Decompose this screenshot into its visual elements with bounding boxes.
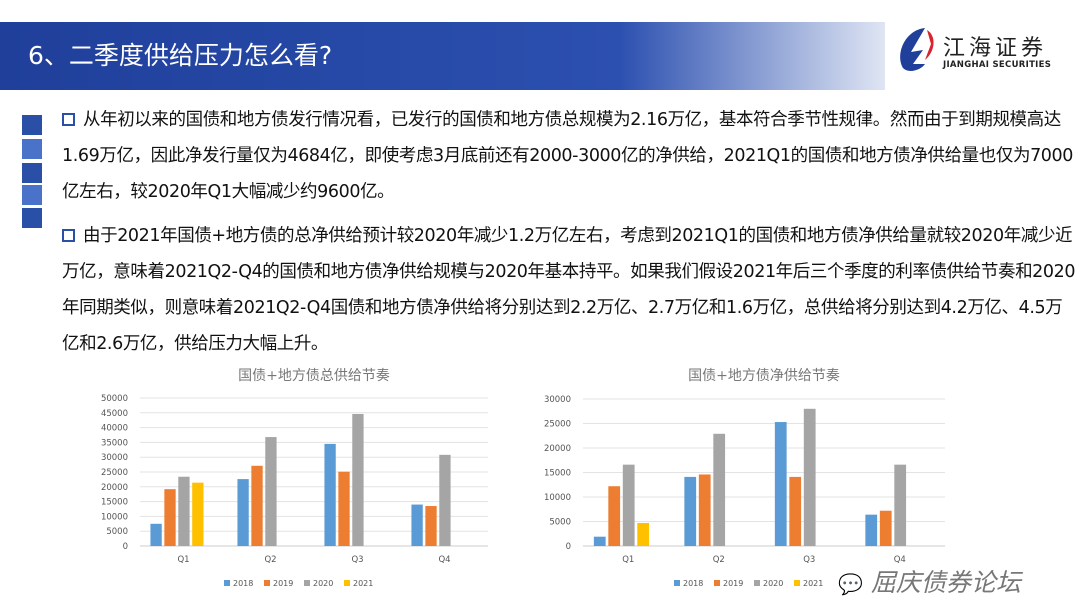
bullet-icon bbox=[62, 229, 75, 242]
bar-2021-Q1 bbox=[192, 482, 204, 546]
bar-2019-Q3 bbox=[338, 471, 350, 546]
logo-en: JIANGHAI SECURITIES bbox=[943, 60, 1052, 70]
bar-2020-Q4 bbox=[894, 464, 907, 546]
bullet-icon bbox=[62, 113, 75, 126]
y-tick-label: 50000 bbox=[101, 394, 128, 404]
x-tick-label: Q3 bbox=[351, 555, 363, 565]
watermark: 💬 屈庆债券论坛 bbox=[838, 568, 1021, 599]
legend-swatch-2019 bbox=[714, 580, 720, 586]
bar-2018-Q3 bbox=[324, 443, 336, 546]
bar-2019-Q3 bbox=[789, 476, 802, 546]
paragraph-1: 从年初以来的国债和地方债发行情况看，已发行的国债和地方债总规模为2.16万亿，基… bbox=[62, 102, 1077, 210]
x-tick-label: Q4 bbox=[438, 555, 450, 565]
y-tick-label: 20000 bbox=[544, 444, 571, 454]
y-tick-label: 0 bbox=[123, 542, 128, 552]
bar-2020-Q2 bbox=[713, 433, 726, 546]
jianghai-logo-icon bbox=[900, 28, 934, 71]
y-tick-label: 20000 bbox=[101, 483, 128, 493]
chart-title: 国债+地方债净供给节奏 bbox=[688, 368, 840, 384]
decor-square bbox=[22, 115, 42, 135]
bar-2019-Q2 bbox=[251, 465, 263, 546]
bar-2019-Q2 bbox=[698, 474, 711, 546]
x-tick-label: Q3 bbox=[803, 555, 815, 565]
legend-label-2019: 2019 bbox=[723, 579, 743, 588]
y-tick-label: 5000 bbox=[549, 518, 571, 528]
body-text: 从年初以来的国债和地方债发行情况看，已发行的国债和地方债总规模为2.16万亿，基… bbox=[62, 102, 1077, 370]
x-tick-label: Q2 bbox=[713, 555, 725, 565]
watermark-text: 屈庆债券论坛 bbox=[870, 568, 1021, 597]
wechat-icon: 💬 bbox=[838, 572, 863, 596]
page-title: 6、二季度供给压力怎么看? bbox=[28, 41, 333, 70]
chart-title: 国债+地方债总供给节奏 bbox=[238, 368, 390, 384]
y-tick-label: 30000 bbox=[101, 453, 128, 463]
y-tick-label: 15000 bbox=[544, 469, 571, 479]
decor-square bbox=[22, 139, 42, 159]
legend-label-2021: 2021 bbox=[803, 579, 823, 588]
legend-label-2021: 2021 bbox=[353, 579, 373, 588]
bar-2018-Q1 bbox=[150, 523, 162, 546]
y-tick-label: 45000 bbox=[101, 409, 128, 419]
paragraph-text: 从年初以来的国债和地方债发行情况看，已发行的国债和地方债总规模为2.16万亿，基… bbox=[62, 110, 1073, 202]
bar-2021-Q1 bbox=[637, 522, 650, 546]
y-tick-label: 25000 bbox=[101, 468, 128, 478]
bar-2019-Q4 bbox=[425, 506, 437, 546]
y-tick-label: 0 bbox=[566, 542, 571, 552]
bar-2020-Q3 bbox=[352, 413, 364, 546]
bar-2018-Q2 bbox=[684, 476, 697, 546]
y-tick-label: 25000 bbox=[544, 420, 571, 430]
y-tick-label: 30000 bbox=[544, 395, 571, 405]
y-tick-label: 40000 bbox=[101, 424, 128, 434]
bar-2019-Q1 bbox=[608, 486, 621, 546]
header-bar bbox=[0, 22, 885, 90]
logo-cn: 江海证券 bbox=[943, 36, 1048, 61]
bar-2019-Q1 bbox=[164, 489, 176, 546]
y-tick-label: 10000 bbox=[544, 493, 571, 503]
decor-square bbox=[22, 208, 42, 228]
bar-2019-Q4 bbox=[879, 510, 892, 546]
bar-2018-Q2 bbox=[237, 479, 249, 546]
bar-2018-Q4 bbox=[411, 504, 423, 546]
y-tick-label: 35000 bbox=[101, 438, 128, 448]
decor-square bbox=[22, 163, 42, 183]
legend-label-2018: 2018 bbox=[683, 579, 703, 588]
x-tick-label: Q1 bbox=[177, 555, 189, 565]
legend-swatch-2020 bbox=[304, 580, 310, 586]
logo: 江海证券 JIANGHAI SECURITIES bbox=[895, 24, 1065, 80]
net-supply-chart: 国债+地方债净供给节奏 0 5000 10000 15000 20000 25000 3000… bbox=[544, 368, 945, 588]
legend-swatch-2021 bbox=[794, 580, 800, 586]
bar-2020-Q2 bbox=[265, 437, 277, 546]
y-tick-label: 10000 bbox=[101, 512, 128, 522]
legend-label-2018: 2018 bbox=[233, 579, 253, 588]
bar-2020-Q3 bbox=[803, 408, 816, 546]
legend-label-2019: 2019 bbox=[273, 579, 293, 588]
bar-2018-Q1 bbox=[593, 536, 606, 546]
paragraph-text: 由于2021年国债+地方债的总净供给预计较2020年减少1.2万亿左右，考虑到2… bbox=[62, 226, 1076, 354]
legend-label-2020: 2020 bbox=[763, 579, 783, 588]
paragraph-2: 由于2021年国债+地方债的总净供给预计较2020年减少1.2万亿左右，考虑到2… bbox=[62, 218, 1077, 362]
x-tick-label: Q2 bbox=[264, 555, 276, 565]
bar-2020-Q1 bbox=[622, 464, 635, 546]
legend-swatch-2019 bbox=[264, 580, 270, 586]
bar-2020-Q1 bbox=[178, 476, 190, 546]
legend-swatch-2018 bbox=[224, 580, 230, 586]
bar-2018-Q4 bbox=[865, 514, 878, 546]
legend-label-2020: 2020 bbox=[313, 579, 333, 588]
bar-2018-Q3 bbox=[774, 422, 787, 546]
bar-2020-Q4 bbox=[439, 454, 451, 546]
x-tick-label: Q1 bbox=[622, 555, 634, 565]
legend-swatch-2020 bbox=[754, 580, 760, 586]
decor-square bbox=[22, 185, 42, 205]
x-tick-label: Q4 bbox=[894, 555, 906, 565]
legend-swatch-2018 bbox=[674, 580, 680, 586]
y-tick-label: 15000 bbox=[101, 498, 128, 508]
legend-swatch-2021 bbox=[344, 580, 350, 586]
total-supply-chart: 国债+地方债总供给节奏 0 5000 10000 15000 20000 25000 3000… bbox=[101, 368, 488, 588]
y-tick-label: 5000 bbox=[106, 527, 128, 537]
